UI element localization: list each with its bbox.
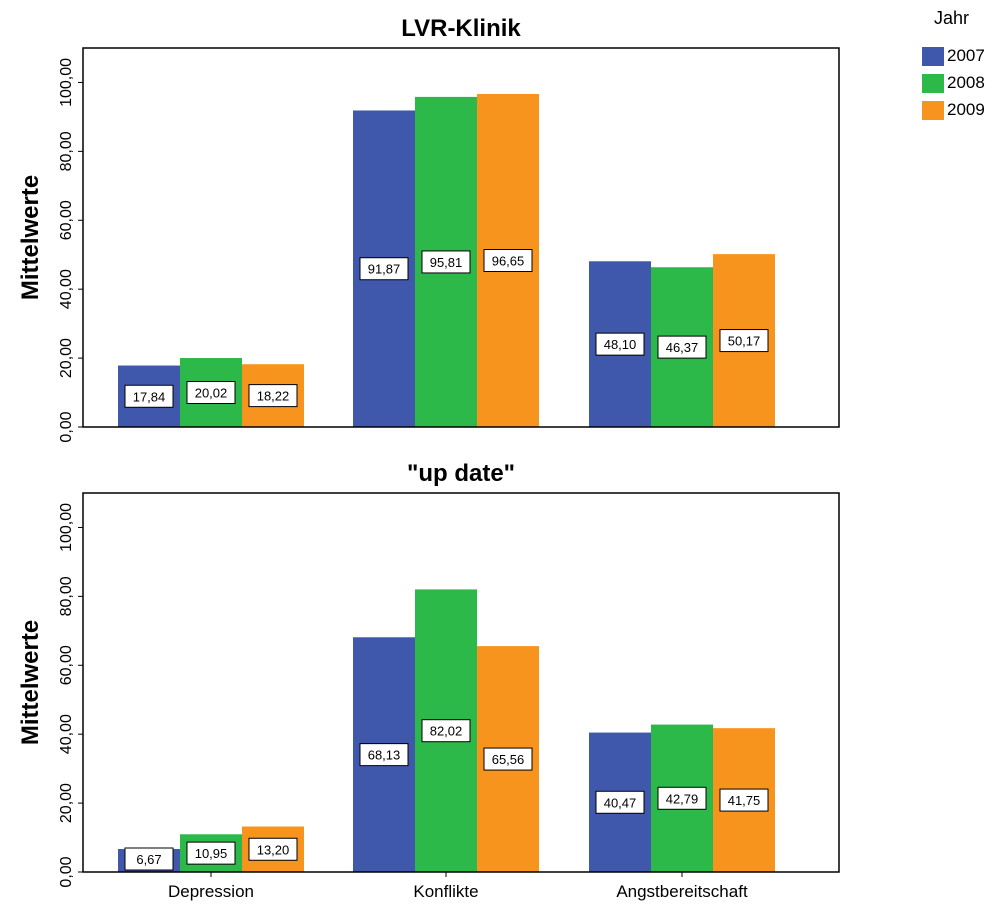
data-label-0-2008-0: 20,02	[195, 386, 228, 401]
data-label-1-2008-1: 82,02	[430, 724, 463, 739]
legend-item-2009: 2009	[922, 99, 985, 121]
y-tick-label-0-4: 80,00	[58, 131, 75, 171]
legend-title: Jahr	[934, 8, 970, 28]
data-label-box-1-2009-1	[483, 747, 533, 771]
y-tick-label-0-5: 100,00	[58, 58, 75, 107]
y-tick-label-1-4: 80,00	[58, 576, 75, 616]
legend-label-2009: 2009	[947, 100, 985, 119]
plot-frame-0	[82, 47, 840, 428]
data-label-0-2009-2: 50,17	[728, 334, 761, 349]
y-tick-label-1-5: 100,00	[58, 503, 75, 552]
legend-swatch-2008	[922, 73, 944, 93]
data-label-1-2007-0: 6,67	[136, 852, 161, 867]
data-label-box-1-2008-2	[657, 786, 707, 810]
data-label-box-0-2008-1	[421, 250, 471, 274]
data-label-box-0-2007-1	[359, 257, 409, 281]
data-label-box-0-2008-0	[186, 381, 236, 405]
data-label-box-0-2009-0	[248, 384, 298, 408]
data-label-box-0-2009-1	[483, 248, 533, 272]
legend-swatch-2009	[922, 100, 944, 120]
chart-title-0: LVR-Klinik	[401, 15, 521, 42]
y-tick-label-0-2: 40,00	[58, 269, 75, 309]
data-label-0-2007-1: 91,87	[368, 262, 401, 277]
legend-item-2008: 2008	[922, 72, 985, 94]
y-axis-label-1: Mittelwerte	[17, 620, 44, 745]
data-label-box-1-2009-2	[719, 788, 769, 812]
data-label-1-2009-1: 65,56	[492, 752, 525, 767]
data-label-box-1-2007-2	[595, 790, 645, 814]
data-label-1-2007-2: 40,47	[604, 795, 637, 810]
data-label-box-1-2008-0	[186, 841, 236, 865]
y-tick-label-1-0: 0,00	[58, 856, 75, 887]
data-label-0-2008-2: 46,37	[666, 340, 699, 355]
data-label-1-2008-2: 42,79	[666, 791, 699, 806]
data-label-box-1-2007-1	[359, 743, 409, 767]
data-label-box-1-2009-0	[248, 837, 298, 861]
y-tick-label-0-3: 60,00	[58, 200, 75, 240]
x-category-label-1-0: Depression	[168, 882, 254, 901]
data-label-0-2009-0: 18,22	[257, 389, 290, 404]
data-label-0-2009-1: 96,65	[492, 253, 525, 268]
chart-title-1: "up date"	[407, 460, 515, 487]
y-axis-label-0: Mittelwerte	[17, 175, 44, 300]
data-label-0-2008-1: 95,81	[430, 255, 463, 270]
legend-label-2008: 2008	[947, 73, 985, 92]
data-label-1-2008-0: 10,95	[195, 846, 228, 861]
x-category-label-1-2: Angstbereitschaft	[616, 882, 748, 901]
data-label-box-0-2009-2	[719, 329, 769, 353]
y-tick-label-1-3: 60,00	[58, 645, 75, 685]
data-label-box-1-2007-0	[124, 847, 174, 871]
y-tick-label-1-2: 40,00	[58, 714, 75, 754]
y-tick-label-0-0: 0,00	[58, 411, 75, 442]
y-tick-label-1-1: 20,00	[58, 783, 75, 823]
plot-frame-1	[82, 492, 840, 873]
data-label-1-2009-2: 41,75	[728, 793, 761, 808]
data-label-0-2007-0: 17,84	[133, 389, 166, 404]
data-label-box-1-2008-1	[421, 719, 471, 743]
legend-item-2007: 2007	[922, 45, 985, 67]
data-label-1-2009-0: 13,20	[257, 842, 290, 857]
legend-swatch-2007	[922, 46, 944, 66]
data-label-box-0-2007-2	[595, 332, 645, 356]
y-tick-label-0-1: 20,00	[58, 338, 75, 378]
legend-label-2007: 2007	[947, 46, 985, 65]
data-label-box-0-2007-0	[124, 384, 174, 408]
data-label-0-2007-2: 48,10	[604, 337, 637, 352]
data-label-1-2007-1: 68,13	[368, 748, 401, 763]
data-label-box-0-2008-2	[657, 335, 707, 359]
x-category-label-1-1: Konflikte	[413, 882, 478, 901]
